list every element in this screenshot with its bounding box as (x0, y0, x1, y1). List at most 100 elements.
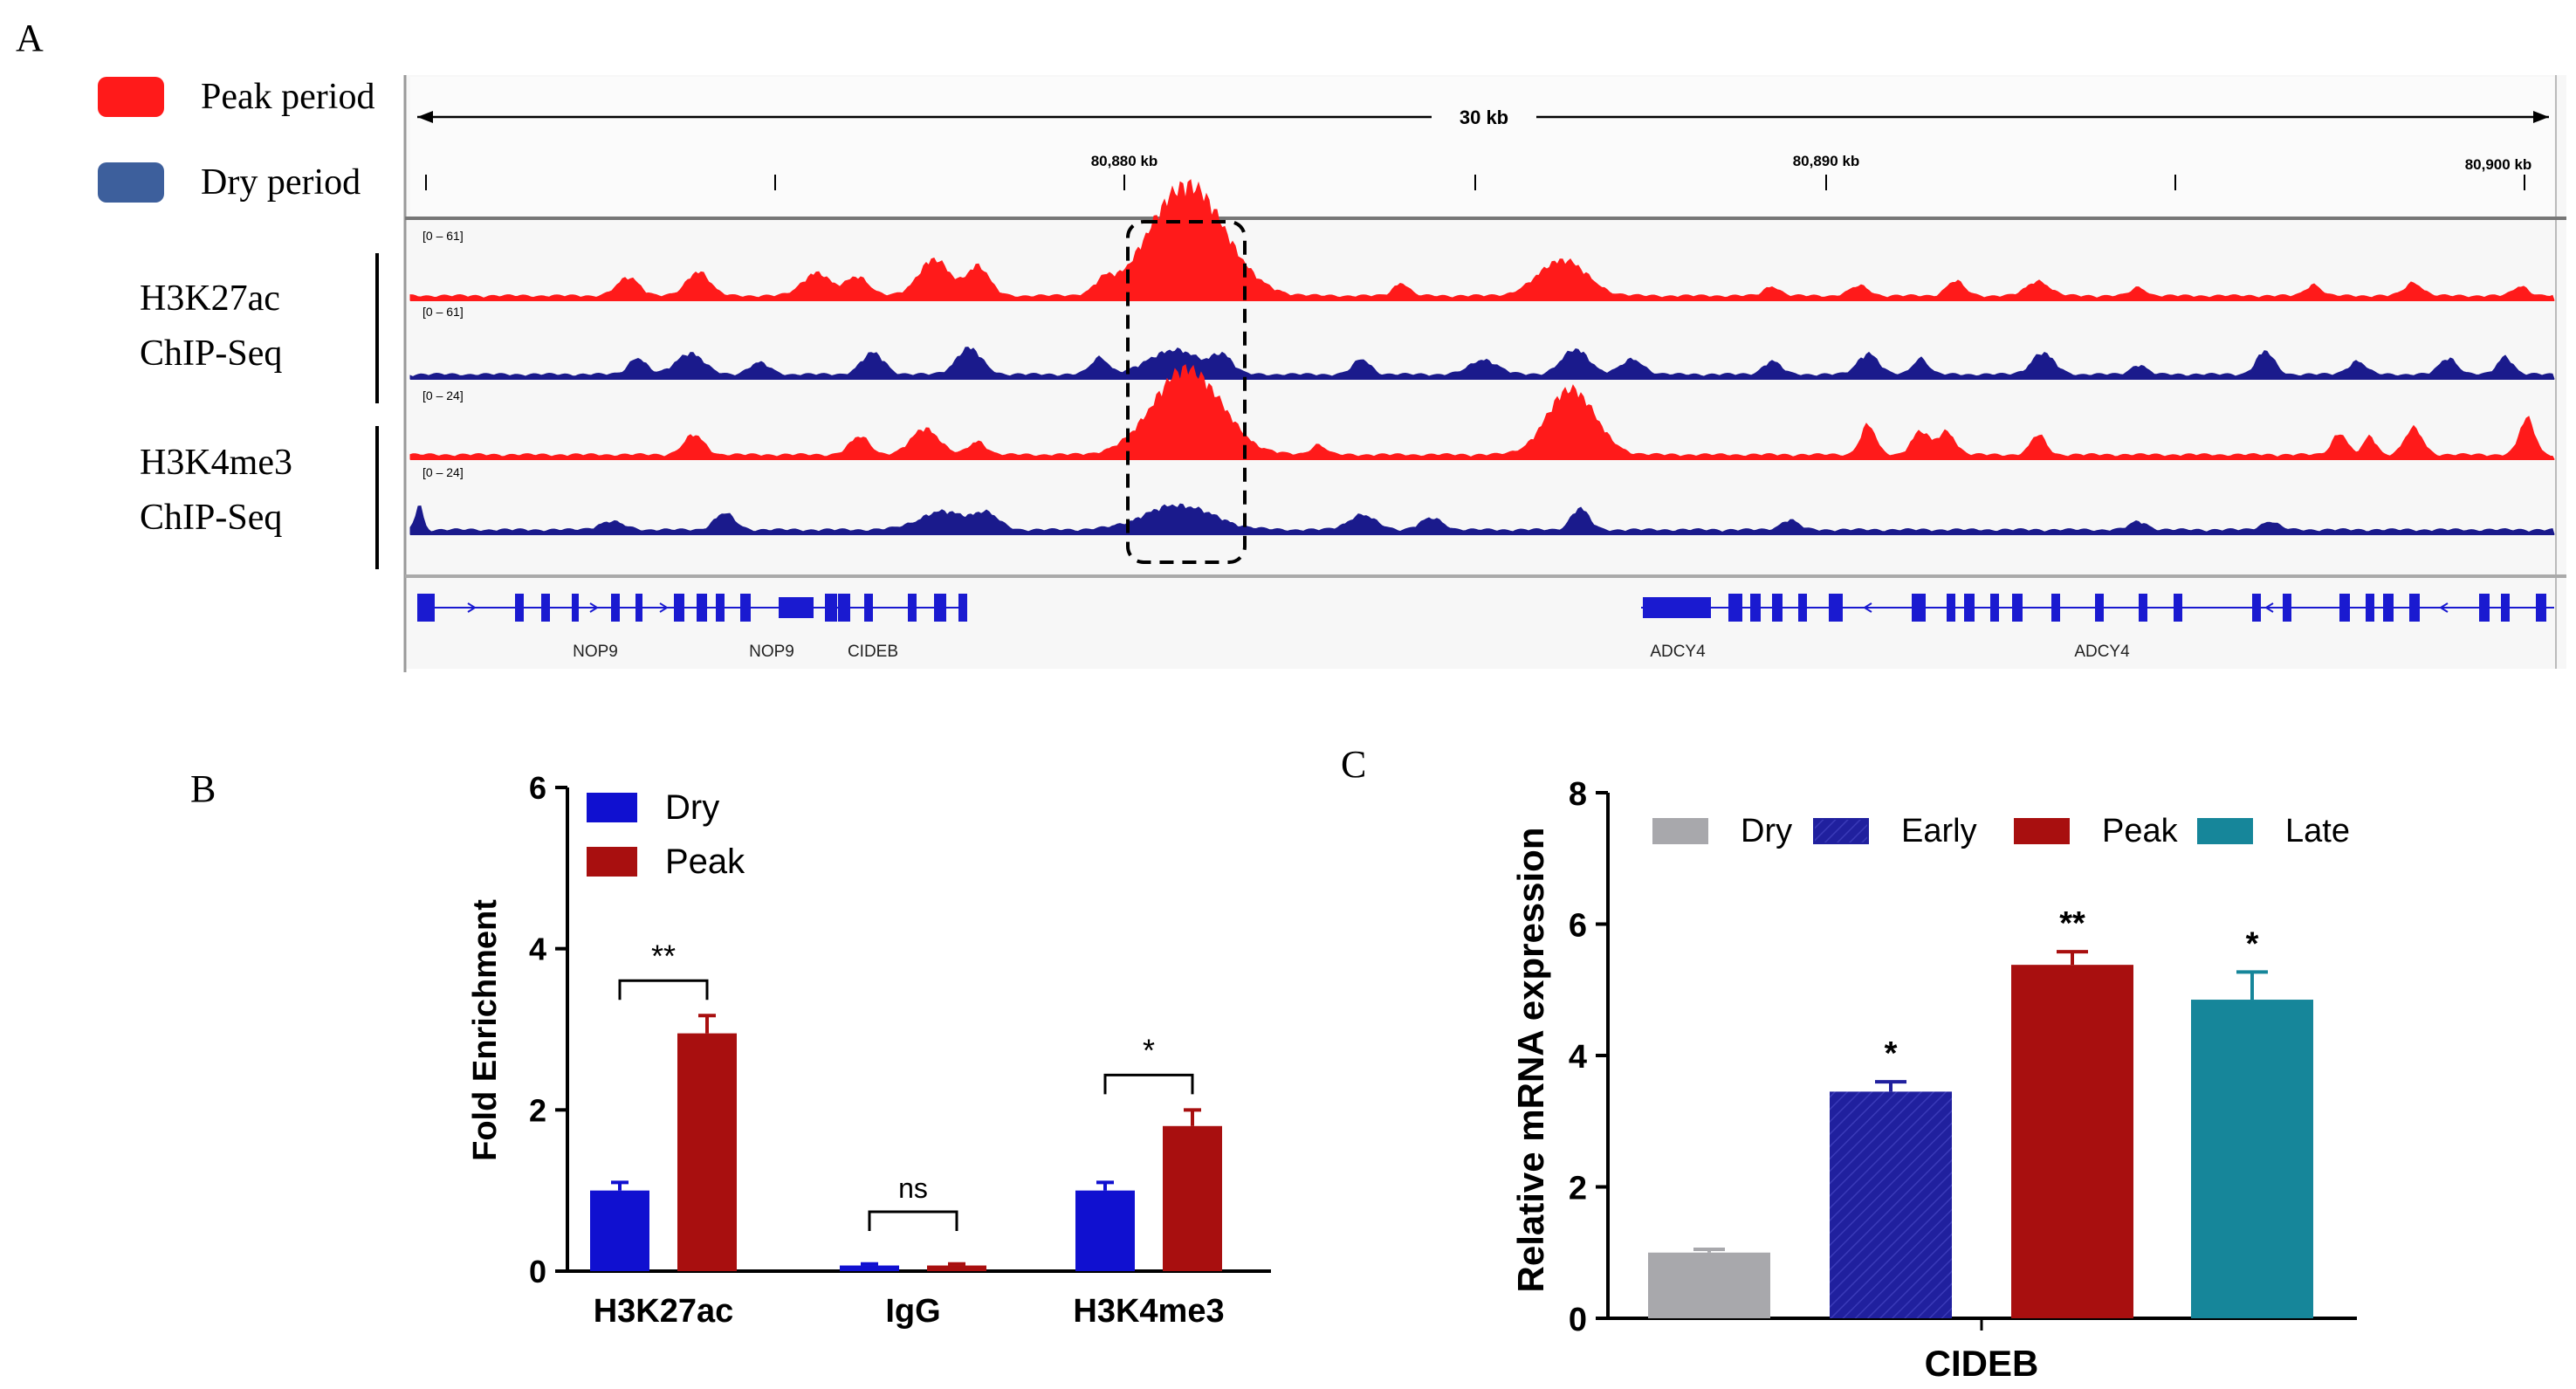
gene-exon (417, 594, 435, 622)
ruler-tick-label-80900: 80,900 kb (2465, 156, 2532, 173)
b-bar (1163, 1125, 1222, 1271)
panel-b: B 0 2 4 6 Fold Enrichment ** H3K27ac ns IgG * H3… (190, 767, 1271, 1330)
legend-dry-swatch (98, 162, 164, 203)
b-bar (677, 1033, 737, 1271)
gene-exon (779, 597, 814, 618)
group-h3k4me3-line2: ChIP-Seq (140, 498, 282, 538)
legend-peak-swatch (98, 77, 164, 117)
legend-peak-label: Peak period (201, 77, 374, 117)
coverage-track-fill (409, 503, 2555, 535)
coverage-track-fill (409, 347, 2555, 380)
c-significance-label: * (2246, 925, 2259, 962)
panel-c: C 0 2 4 6 8 Relative mRNA expression CIDEB *… (1341, 743, 2357, 1384)
gene-exon (958, 594, 967, 622)
c-legend-swatch (1813, 818, 1869, 844)
b-bar (590, 1190, 649, 1271)
c-significance-label: ** (2059, 905, 2085, 942)
gene-exon (838, 594, 850, 622)
ruler-ticks (425, 175, 2525, 190)
c-y-axis-title: Relative mRNA expression (1510, 828, 1551, 1293)
c-legend: Dry Early Peak Late (1652, 813, 2350, 849)
b-legend-label-dry: Dry (665, 788, 719, 827)
gene-exon (2409, 594, 2420, 622)
c-significance-label: * (1885, 1035, 1898, 1072)
b-bar (927, 1265, 986, 1271)
gene-exon (2012, 594, 2023, 622)
gene-exon (572, 594, 579, 622)
gene-exon (674, 594, 684, 622)
c-y-tick-label: 2 (1569, 1171, 1587, 1207)
b-significance-label: ns (898, 1172, 928, 1204)
b-y-ticks: 0 2 4 6 (529, 770, 567, 1289)
b-legend-swatch-dry (587, 793, 637, 822)
gene-label-nop9: NOP9 (749, 643, 794, 661)
gene-exon (2383, 594, 2394, 622)
c-bar (1648, 1252, 1770, 1318)
gene-exon (2366, 594, 2374, 622)
coverage-track-fill (409, 364, 2555, 460)
gene-strand-arrow (2439, 602, 2449, 613)
b-legend-swatch-peak (587, 847, 637, 877)
gene-exon (2501, 594, 2510, 622)
gene-exon (1947, 594, 1955, 622)
panel-a-label: A (16, 17, 44, 59)
gene-label-nop9: NOP9 (573, 643, 618, 661)
coverage-track-fill (409, 179, 2555, 301)
gene-strand-arrow (467, 602, 477, 613)
gene-track (417, 594, 2554, 622)
gene-exon (635, 594, 642, 622)
track-range-label: [0 – 24] (422, 465, 464, 479)
gene-exon (2139, 594, 2147, 622)
gene-label-adcy4: ADCY4 (2074, 643, 2130, 661)
gene-exon (2252, 594, 2261, 622)
gene-exon (934, 594, 946, 622)
gene-exon (515, 594, 524, 622)
b-significance-bracket (1103, 1073, 1194, 1095)
gene-exon (2283, 594, 2291, 622)
gene-exon (1912, 594, 1926, 622)
c-legend-label: Dry (1741, 813, 1792, 849)
c-x-category-label: CIDEB (1925, 1343, 2039, 1384)
b-y-tick-label: 4 (529, 932, 546, 967)
c-legend-label: Early (1901, 813, 1977, 849)
panel-b-label: B (190, 767, 216, 810)
gene-exon (825, 594, 837, 622)
gene-exon (1829, 594, 1843, 622)
c-legend-label: Late (2285, 813, 2350, 849)
gene-exon (1750, 594, 1761, 622)
track-range-label: [0 – 24] (422, 389, 464, 402)
panel-c-label: C (1341, 743, 1366, 786)
c-legend-label: Peak (2102, 813, 2179, 849)
gene-exon (541, 594, 550, 622)
c-bar (2011, 965, 2133, 1318)
gene-exon (908, 594, 917, 622)
b-y-axis-title: Fold Enrichment (467, 899, 504, 1161)
b-y-tick-label: 6 (529, 770, 546, 806)
b-y-tick-label: 2 (529, 1092, 546, 1128)
c-bar (2191, 1000, 2313, 1318)
ruler-arrow-left (417, 111, 433, 123)
group-h3k4me3-line1: H3K4me3 (140, 443, 292, 483)
track-range-label: [0 – 61] (422, 305, 464, 319)
c-bar (1830, 1091, 1952, 1318)
c-y-ticks: 0 2 4 6 8 (1569, 776, 1608, 1338)
c-y-tick-label: 6 (1569, 908, 1587, 945)
gene-exon (1990, 594, 1999, 622)
gene-exon (2095, 594, 2104, 622)
gene-exon (697, 594, 707, 622)
b-legend-label-peak: Peak (665, 842, 745, 881)
b-significance-bracket (868, 1210, 958, 1231)
gene-strand-arrow (1863, 602, 1872, 613)
gene-label-adcy4: ADCY4 (1650, 643, 1706, 661)
b-bar (1075, 1190, 1135, 1271)
gene-exon (740, 594, 751, 622)
gene-exon (1964, 594, 1975, 622)
b-significance-label: * (1143, 1032, 1155, 1068)
gene-exon (2051, 594, 2060, 622)
legend-dry-label: Dry period (201, 162, 361, 203)
b-bars: ** H3K27ac ns IgG * H3K4me3 (590, 938, 1225, 1330)
gene-label-cideb: CIDEB (848, 643, 898, 661)
c-bars: **** (1648, 905, 2313, 1318)
c-y-tick-label: 0 (1569, 1302, 1587, 1338)
